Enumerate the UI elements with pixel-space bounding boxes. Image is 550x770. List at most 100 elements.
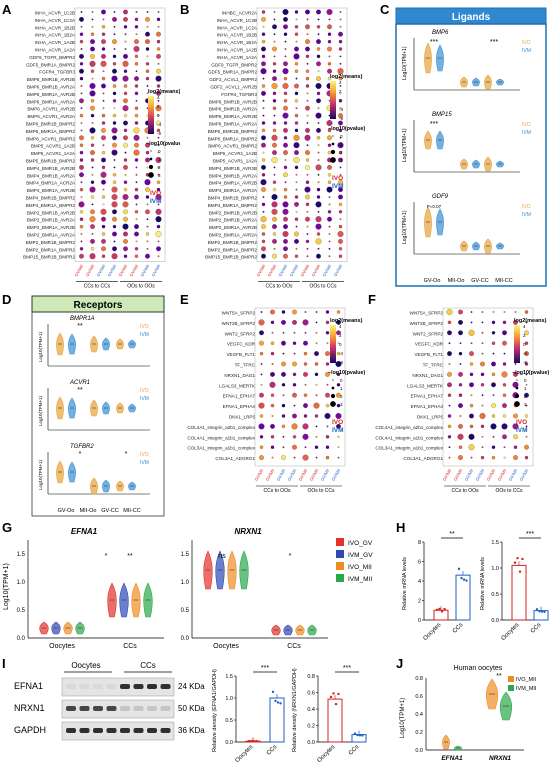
dot: [112, 91, 117, 96]
dot: [281, 310, 286, 314]
row-label: COL4A1_integrin_a1b1_complex: [187, 435, 255, 440]
dot: [123, 69, 128, 73]
dot: [282, 201, 289, 208]
sig-label: **: [127, 553, 133, 560]
dot: [123, 231, 128, 237]
axis-ylabel: Relative mRNA levels: [480, 557, 486, 610]
group-label: CCs to CCs: [84, 284, 111, 290]
dot: [502, 362, 507, 366]
axis-ylabel: Relative mRNA levels: [402, 557, 408, 610]
dot: [272, 46, 277, 52]
legend-log2-tick: -4: [339, 351, 343, 356]
row-label: INHA_ACVR_1B2B: [217, 33, 257, 38]
dot: [284, 159, 287, 161]
dot: [503, 311, 506, 313]
col-tick: GV/MII: [276, 468, 287, 482]
dot: [271, 456, 274, 459]
sig-label: P=0.07: [427, 204, 442, 209]
bar-point: [358, 734, 362, 737]
dot: [491, 361, 496, 367]
dot: [135, 70, 138, 73]
dot: [458, 445, 463, 449]
dot: [157, 255, 160, 258]
dot: [316, 54, 321, 59]
legend-pval-dot: [150, 150, 152, 152]
dot: [272, 62, 277, 66]
panel-label-i: I: [2, 656, 6, 671]
dot: [90, 32, 95, 36]
dot: [513, 455, 518, 461]
legend-log2-tick: 2: [339, 89, 342, 94]
dot: [113, 240, 116, 243]
dot: [294, 83, 299, 89]
y-tick: 0.8: [307, 674, 315, 680]
panel-label-g: G: [2, 520, 13, 535]
legend-colorbar: [330, 81, 336, 119]
dot: [458, 403, 463, 408]
dot: [337, 342, 340, 345]
legend-log2-tick: 0: [339, 98, 342, 103]
legend-swatch: [336, 550, 344, 558]
dot: [302, 433, 309, 440]
dot: [134, 224, 139, 230]
dot: [156, 31, 161, 37]
dot: [459, 342, 462, 345]
col-tick: GV/MII: [475, 468, 486, 482]
sig-label: **: [496, 673, 502, 680]
dot: [80, 122, 83, 124]
dot: [338, 179, 343, 185]
dot: [145, 69, 150, 73]
dot: [113, 159, 116, 161]
dot: [295, 247, 298, 250]
dot: [327, 164, 332, 170]
dot: [261, 39, 266, 44]
row-label: BMP2_BMR1B_BMPR2: [26, 240, 76, 245]
dot: [101, 165, 106, 170]
dot: [281, 414, 286, 418]
dot: [481, 404, 484, 407]
dot: [291, 423, 298, 430]
row-label: VEGFB_FLT1: [414, 352, 443, 357]
row-label: FGFR4_TGFBR3: [39, 70, 75, 75]
dot: [145, 39, 150, 44]
bar-point: [329, 695, 333, 699]
dot: [315, 383, 318, 386]
dot: [91, 25, 94, 28]
dot: [336, 403, 341, 408]
dot: [145, 150, 150, 155]
row-label: INHA_ACVR_1A2A: [35, 48, 76, 53]
dot: [283, 142, 288, 148]
dot: [293, 157, 300, 164]
legend-pval-dot: [330, 157, 336, 163]
dot: [306, 210, 309, 213]
dot: [336, 310, 341, 314]
dot: [146, 247, 149, 250]
dot: [328, 55, 331, 58]
dot: [262, 151, 265, 154]
row-label: BMP4_BMR1A_BMPR2: [26, 203, 76, 208]
dot: [337, 68, 344, 75]
dot: [302, 423, 309, 430]
dot: [304, 446, 307, 449]
dot: [122, 201, 129, 208]
legend-ivo: IVO: [140, 324, 149, 330]
blot-band: [106, 706, 117, 711]
y-tick: 1.0: [181, 580, 190, 586]
dot: [481, 331, 484, 334]
sig-label: ***: [430, 39, 438, 46]
dot: [282, 394, 285, 397]
dot: [491, 341, 496, 345]
dot: [101, 150, 106, 155]
dot: [123, 216, 128, 222]
dot: [269, 381, 276, 388]
dot: [260, 179, 267, 186]
dot: [338, 47, 343, 51]
dot: [305, 202, 310, 207]
dot: [491, 445, 496, 449]
legend-colorbar: [514, 325, 520, 363]
dot: [294, 91, 299, 96]
legend-pval-tick: 1: [158, 157, 161, 162]
dot: [259, 340, 264, 346]
row-label: BMP2_BMR1A_BMPR2: [26, 247, 76, 252]
dot: [135, 173, 138, 176]
